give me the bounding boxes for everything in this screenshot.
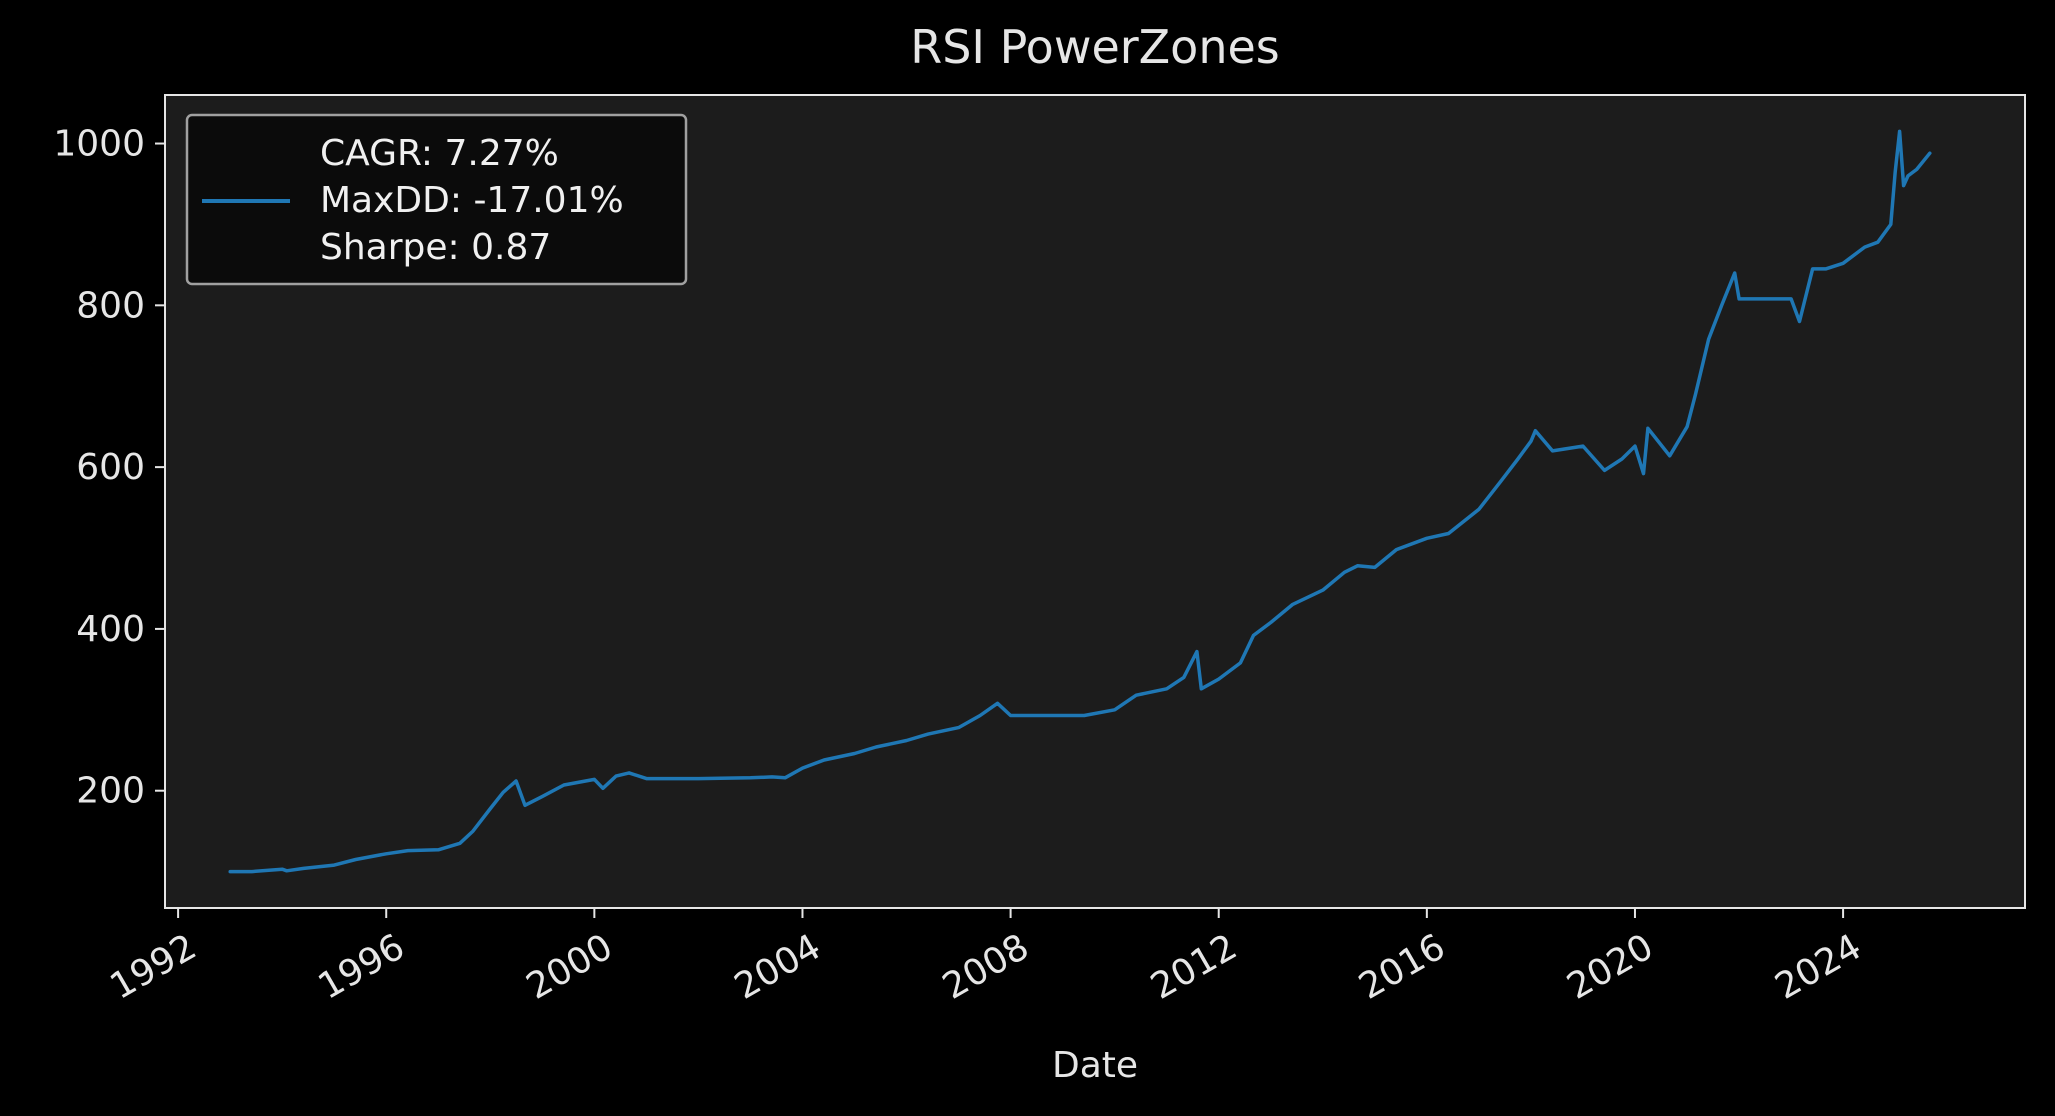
chart-title: RSI PowerZones (910, 20, 1280, 74)
y-tick-label: 200 (76, 771, 145, 812)
x-axis-label: Date (1052, 1045, 1138, 1086)
legend-entry-sharpe: Sharpe: 0.87 (320, 227, 551, 268)
legend-box (185, 113, 688, 286)
y-tick-label: 400 (76, 609, 145, 650)
legend-entry-cagr: CAGR: 7.27% (320, 133, 559, 174)
y-axis-ticks: 200 400 600 800 1000 (53, 124, 165, 812)
legend: CAGR: 7.27% MaxDD: -17.01% Sharpe: 0.87 (185, 113, 688, 286)
y-tick-label: 800 (76, 285, 145, 326)
y-tick-label: 1000 (53, 124, 145, 165)
plot-frame (164, 94, 2026, 909)
series-line-0 (228, 129, 1932, 874)
legend-entry-maxdd: MaxDD: -17.01% (320, 180, 624, 221)
series-layer (228, 129, 1932, 874)
y-tick-label: 600 (76, 447, 145, 488)
